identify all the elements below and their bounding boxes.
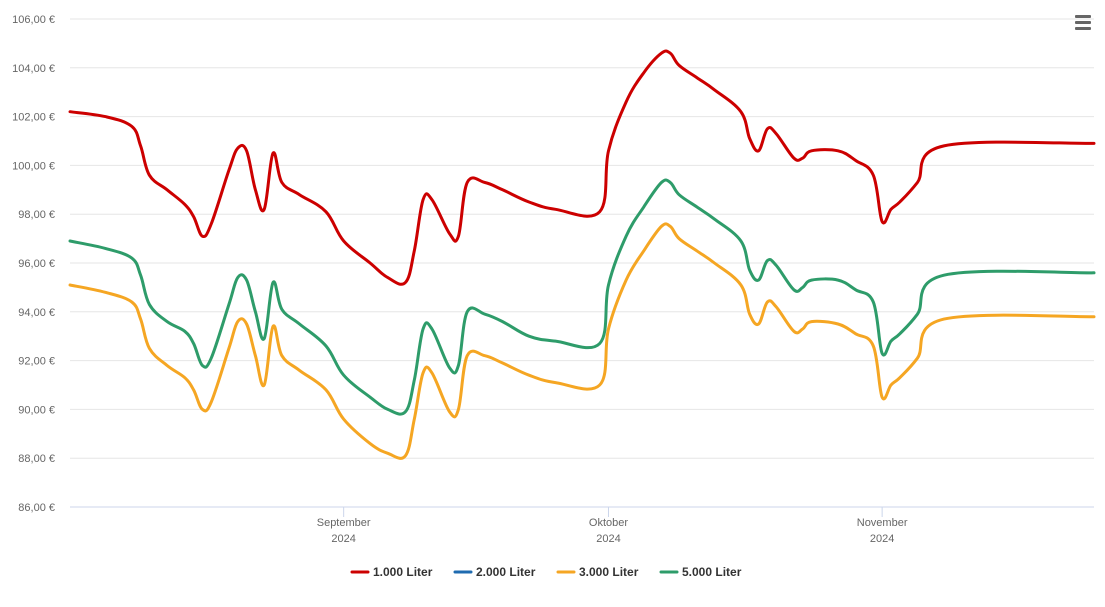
x-tick-label-month: Oktober xyxy=(589,517,628,529)
legend-label-3-000-liter[interactable]: 3.000 Liter xyxy=(579,565,639,579)
legend-label-5-000-liter[interactable]: 5.000 Liter xyxy=(682,565,742,579)
y-tick-label: 94,00 € xyxy=(18,307,55,319)
series-line-1-000-liter xyxy=(68,49,1096,286)
y-tick-label: 96,00 € xyxy=(18,258,55,270)
y-tick-label: 90,00 € xyxy=(18,404,55,416)
legend-label-1-000-liter[interactable]: 1.000 Liter xyxy=(373,565,433,579)
x-tick-label-month: November xyxy=(857,517,908,529)
x-tick-label-year: 2024 xyxy=(870,533,894,545)
y-tick-label: 102,00 € xyxy=(12,112,55,124)
hamburger-menu-button[interactable] xyxy=(1071,10,1095,34)
y-tick-label: 88,00 € xyxy=(18,453,55,465)
menu-bar-1 xyxy=(1075,14,1091,18)
y-tick-label: 98,00 € xyxy=(18,209,55,221)
x-tick-label-year: 2024 xyxy=(596,533,620,545)
menu-bar-2 xyxy=(1075,20,1091,24)
legend-label-2-000-liter[interactable]: 2.000 Liter xyxy=(476,565,536,579)
y-tick-label: 86,00 € xyxy=(18,502,55,514)
y-tick-label: 100,00 € xyxy=(12,160,55,172)
series-line-5-000-liter xyxy=(68,178,1096,416)
x-tick-label-month: September xyxy=(317,517,371,529)
y-tick-label: 104,00 € xyxy=(12,63,55,75)
y-tick-label: 92,00 € xyxy=(18,356,55,368)
y-tick-label: 106,00 € xyxy=(12,14,55,26)
series-line-3-000-liter xyxy=(68,222,1096,460)
x-tick-label-year: 2024 xyxy=(331,533,355,545)
menu-bar-3 xyxy=(1075,26,1091,30)
